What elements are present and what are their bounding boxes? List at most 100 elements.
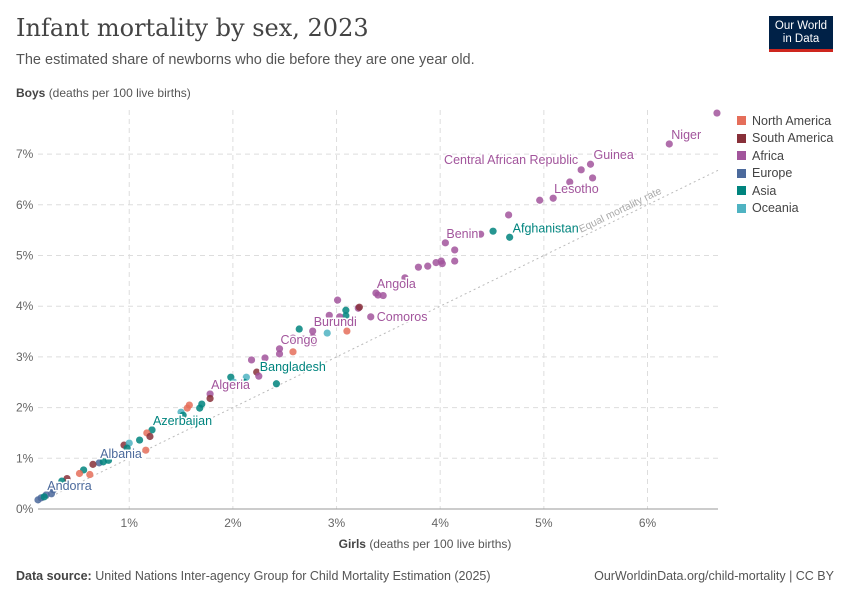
y-tick-label: 7% [16, 147, 34, 161]
data-point [275, 345, 284, 353]
point-label: Burundi [314, 315, 357, 329]
y-tick-label: 6% [16, 198, 34, 212]
data-point [275, 350, 284, 358]
y-tick-label: 0% [16, 502, 34, 516]
x-tick-label: 1% [121, 516, 139, 530]
data-point [34, 496, 42, 504]
data-point [183, 404, 191, 412]
data-point [505, 211, 513, 219]
data-point [226, 380, 234, 388]
x-tick-label: 6% [639, 516, 657, 530]
point-label: Bangladesh [260, 360, 326, 374]
legend-item[interactable]: South America [737, 130, 833, 148]
data-point [342, 306, 350, 314]
data-point [299, 335, 307, 343]
legend-item[interactable]: Oceania [737, 200, 833, 218]
data-point [159, 419, 168, 427]
y-tick-label: 5% [16, 249, 34, 263]
legend-swatch [737, 133, 746, 143]
data-point [86, 470, 94, 479]
data-point [477, 230, 485, 238]
data-point [146, 432, 154, 441]
legend-swatch [737, 186, 746, 196]
data-point [506, 233, 514, 241]
point-label: Algeria [211, 378, 250, 392]
legend-item[interactable]: North America [737, 112, 833, 130]
legend: North America South America Africa Europe As… [737, 112, 833, 217]
legend-label: North America [752, 113, 832, 128]
y-tick-label: 3% [16, 350, 34, 364]
owid-logo[interactable]: Our World in Data [769, 16, 833, 52]
data-point [289, 334, 297, 342]
data-point [424, 262, 432, 270]
data-point [179, 411, 187, 419]
legend-swatch [737, 203, 746, 213]
data-point [261, 354, 269, 362]
data-point [104, 456, 113, 464]
point-label: Azerbaijan [153, 414, 212, 428]
legend-label: Asia [752, 183, 777, 198]
legend-item[interactable]: Europe [737, 165, 833, 183]
data-point [441, 239, 449, 247]
data-point [142, 446, 150, 454]
data-point [451, 246, 459, 254]
data-point [310, 339, 318, 347]
point-label: Andorra [47, 479, 92, 493]
legend-label: Europe [752, 166, 793, 181]
legend-swatch [737, 168, 746, 178]
point-label: Guinea [594, 148, 634, 162]
chart-subtitle: The estimated share of newborns who die … [16, 52, 475, 68]
data-point [489, 227, 497, 235]
y-tick-label: 1% [16, 451, 34, 465]
x-tick-label: 5% [535, 516, 553, 530]
data-point [577, 166, 585, 174]
data-point [566, 178, 574, 186]
legend-label: Africa [752, 148, 784, 163]
data-point [414, 263, 423, 271]
data-point [89, 460, 97, 468]
legend-item[interactable]: Africa [737, 147, 833, 165]
data-point [379, 291, 387, 300]
data-point [343, 327, 351, 335]
chart-title: Infant mortality by sex, 2023 [16, 14, 369, 42]
x-axis-label: Girls (deaths per 100 live births) [338, 537, 512, 551]
data-point [374, 291, 382, 299]
point-label: Lesotho [554, 182, 599, 196]
point-label: Afghanistan [513, 221, 579, 235]
data-point [586, 160, 595, 168]
data-point [173, 418, 181, 426]
data-point [247, 356, 256, 364]
equal-mortality-line [37, 169, 719, 504]
data-point [295, 325, 303, 333]
x-tick-label: 4% [432, 516, 450, 530]
legend-swatch [737, 151, 746, 161]
legend-label: Oceania [752, 201, 799, 216]
point-label: Comoros [377, 310, 428, 324]
data-point [206, 394, 214, 403]
legend-item[interactable]: Asia [737, 182, 833, 200]
point-label: Congo [281, 333, 318, 347]
data-point [255, 372, 263, 380]
data-point [549, 194, 557, 202]
point-label: Central African Republic [444, 153, 578, 167]
data-point [75, 469, 84, 478]
data-point [323, 329, 331, 337]
y-tick-label: 4% [16, 299, 34, 313]
data-point [123, 444, 131, 452]
point-label: Benin [446, 227, 478, 241]
data-point [355, 303, 363, 311]
data-point [165, 419, 173, 427]
data-point [333, 296, 342, 304]
x-tick-label: 3% [328, 516, 346, 530]
x-tick-label: 2% [224, 516, 242, 530]
data-point [135, 436, 144, 444]
data-point [272, 380, 281, 388]
source-link[interactable]: OurWorldinData.org/child-mortality | CC … [594, 569, 834, 583]
data-point [438, 260, 446, 268]
data-point [336, 313, 344, 321]
y-tick-label: 2% [16, 401, 34, 415]
data-point [713, 109, 721, 117]
data-point [47, 490, 56, 498]
data-point [432, 259, 440, 267]
